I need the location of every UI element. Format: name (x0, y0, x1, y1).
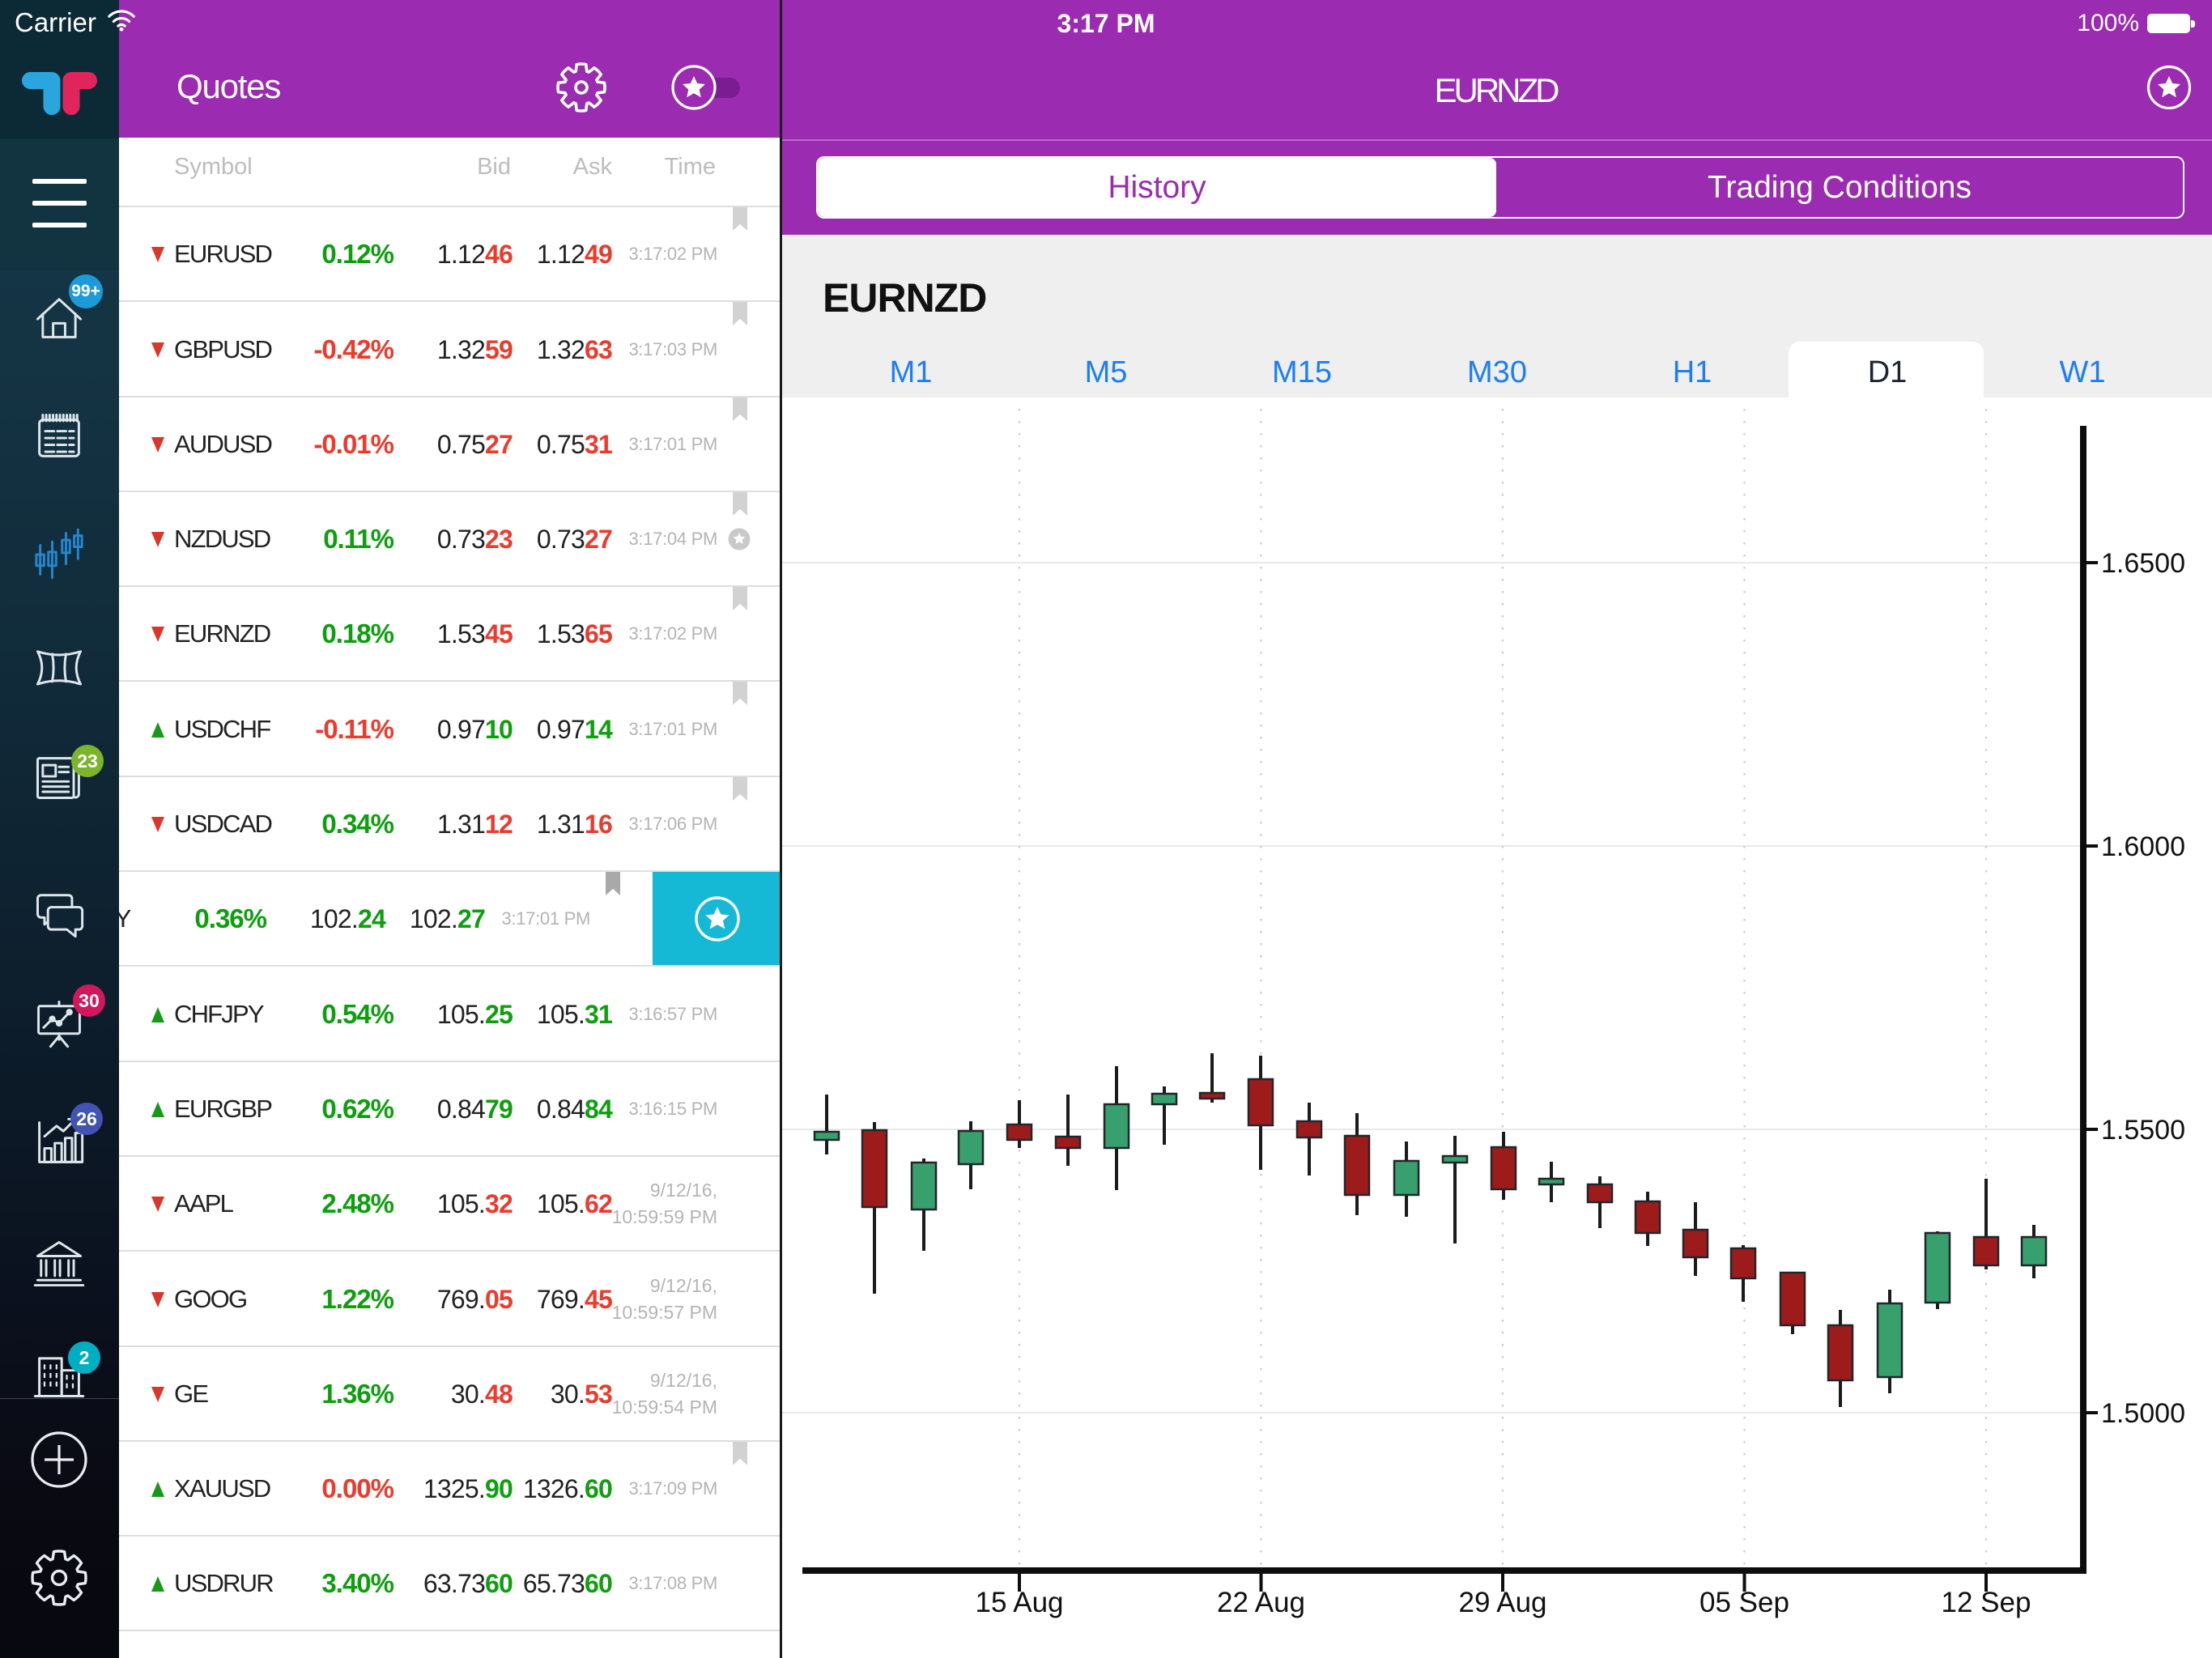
svg-text:05 Sep: 05 Sep (1699, 1587, 1789, 1618)
svg-text:1.5500: 1.5500 (2101, 1115, 2185, 1146)
svg-text:1.6500: 1.6500 (2101, 548, 2185, 579)
svg-text:1.5000: 1.5000 (2101, 1398, 2185, 1429)
svg-text:29 Aug: 29 Aug (1459, 1587, 1547, 1618)
svg-text:22 Aug: 22 Aug (1217, 1587, 1305, 1618)
svg-text:12 Sep: 12 Sep (1942, 1587, 2031, 1618)
svg-text:1.6000: 1.6000 (2101, 831, 2185, 862)
svg-text:15 Aug: 15 Aug (976, 1587, 1064, 1618)
